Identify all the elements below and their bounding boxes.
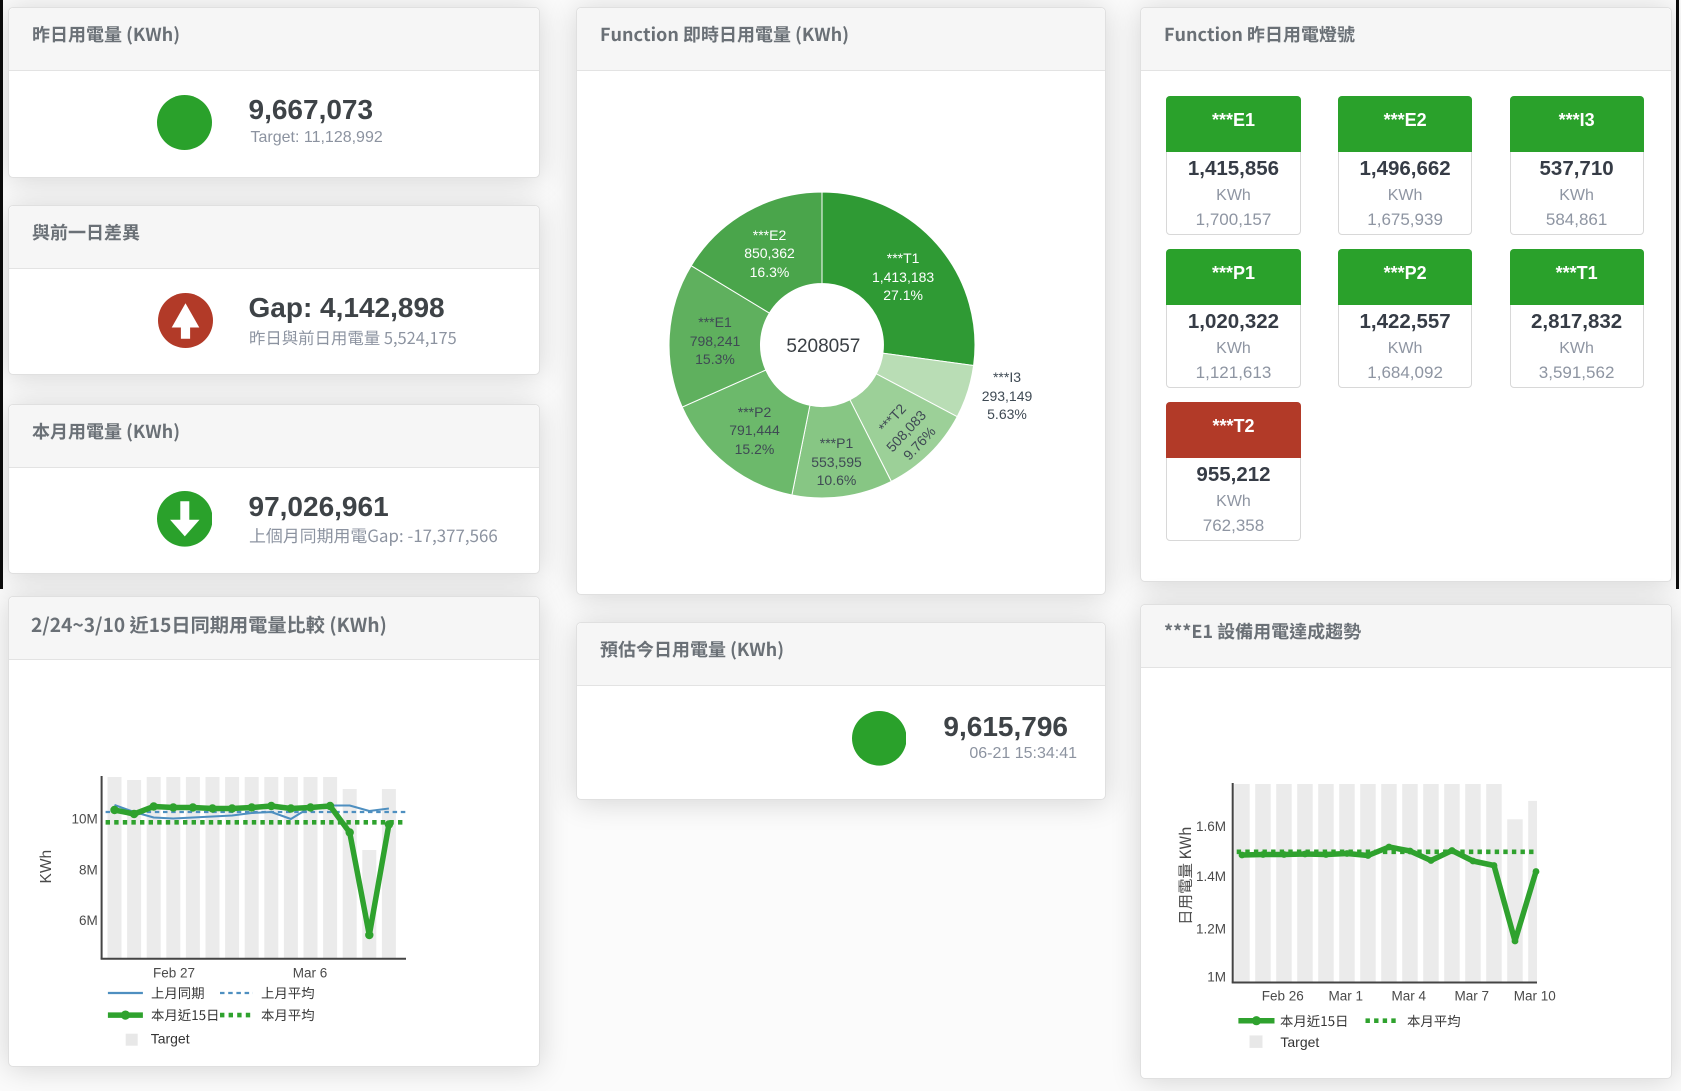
svg-text:Mar 10: Mar 10 (1514, 989, 1556, 1004)
svg-text:Mar 1: Mar 1 (1329, 989, 1364, 1004)
svg-text:Target: Target (1280, 1034, 1319, 1050)
svg-text:Mar 6: Mar 6 (293, 966, 328, 981)
svg-text:Target: Target (151, 1031, 190, 1047)
svg-text:10M: 10M (72, 812, 98, 827)
svg-text:1.2M: 1.2M (1196, 921, 1226, 936)
svg-text:Mar 4: Mar 4 (1392, 989, 1427, 1004)
svg-text:1.4M: 1.4M (1196, 869, 1226, 884)
svg-text:8M: 8M (79, 863, 98, 878)
svg-text:1.6M: 1.6M (1196, 819, 1226, 834)
svg-text:Feb 27: Feb 27 (153, 966, 195, 981)
svg-text:Mar 7: Mar 7 (1455, 989, 1490, 1004)
svg-text:6M: 6M (79, 913, 98, 928)
svg-text:KWh: KWh (38, 850, 55, 884)
svg-text:Feb 26: Feb 26 (1262, 989, 1304, 1004)
svg-text:1M: 1M (1207, 969, 1226, 984)
